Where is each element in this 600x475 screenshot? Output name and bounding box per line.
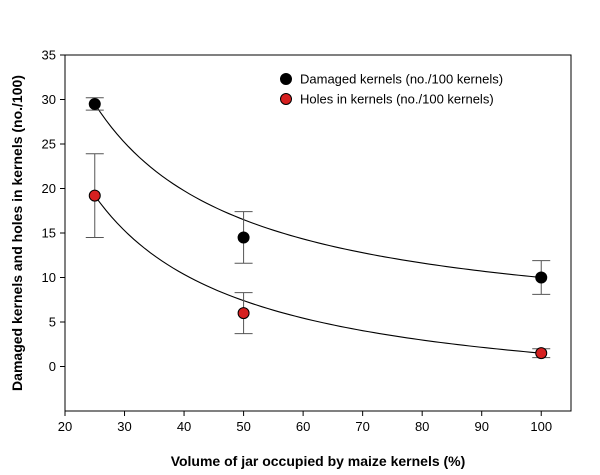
data-point-series-2 xyxy=(237,307,250,320)
x-tick-label: 40 xyxy=(177,419,191,434)
plot-frame xyxy=(64,54,572,412)
data-point-series-1 xyxy=(535,271,548,284)
data-point-series-2 xyxy=(88,189,101,202)
legend-marker xyxy=(280,93,292,105)
legend: Damaged kernels (no./100 kernels) Holes i… xyxy=(280,72,503,107)
x-tick-label: 60 xyxy=(296,419,310,434)
x-tick-label: 90 xyxy=(474,419,488,434)
x-tick-label: 70 xyxy=(355,419,369,434)
axis-ticks: 20 30 40 50 60 70 80 90 100 0 5 10 15 20 25 30 35 xyxy=(42,48,553,435)
data-point-series-1 xyxy=(88,97,101,110)
x-tick-label: 50 xyxy=(236,419,250,434)
x-tick-label: 20 xyxy=(58,419,72,434)
y-tick-label: 20 xyxy=(42,181,56,196)
legend-label: Damaged kernels (no./100 kernels) xyxy=(300,72,503,87)
fit-curves xyxy=(94,103,542,354)
data-point-series-2 xyxy=(535,347,548,360)
x-tick-label: 80 xyxy=(415,419,429,434)
y-axis-title: Damaged kernels and holes in kernels (no… xyxy=(9,75,25,391)
y-tick-label: 5 xyxy=(49,315,56,330)
y-tick-label: 10 xyxy=(42,270,56,285)
x-tick-label: 30 xyxy=(117,419,131,434)
data-points xyxy=(88,97,548,360)
data-point-series-1 xyxy=(237,231,250,244)
y-tick-label: 0 xyxy=(49,359,56,374)
y-tick-label: 35 xyxy=(42,48,56,63)
y-tick-label: 30 xyxy=(42,92,56,107)
y-tick-label: 15 xyxy=(42,226,56,241)
error-bars xyxy=(85,97,551,359)
x-tick-label: 100 xyxy=(530,419,552,434)
fit-curve-1 xyxy=(94,103,542,279)
legend-label: Holes in kernels (no./100 kernels) xyxy=(300,92,494,107)
legend-marker xyxy=(280,73,292,85)
x-axis-title: Volume of jar occupied by maize kernels … xyxy=(171,453,466,469)
fit-curve-2 xyxy=(94,195,542,354)
y-tick-label: 25 xyxy=(42,137,56,152)
